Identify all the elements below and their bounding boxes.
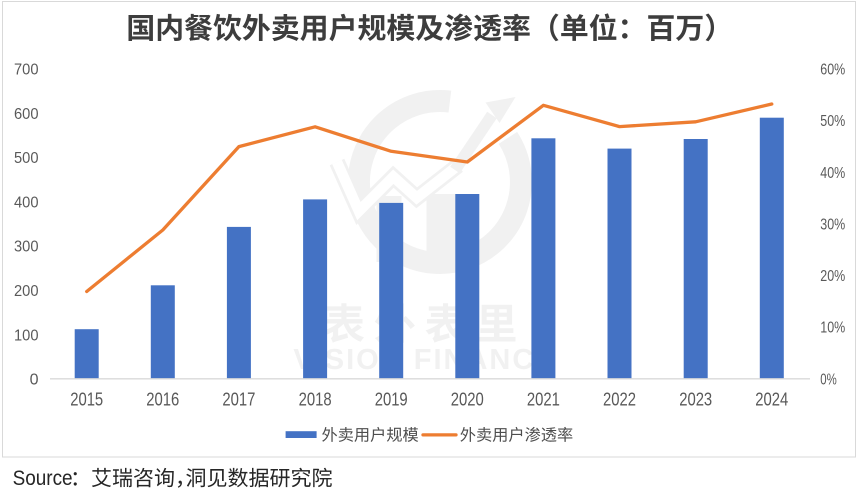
svg-text:500: 500 (14, 150, 39, 167)
svg-text:400: 400 (14, 195, 39, 212)
svg-text:200: 200 (14, 283, 39, 300)
svg-text:40%: 40% (820, 165, 845, 182)
svg-text:2018: 2018 (299, 389, 332, 409)
svg-text:10%: 10% (820, 320, 845, 337)
svg-text:2015: 2015 (70, 389, 103, 409)
svg-text:30%: 30% (820, 216, 845, 233)
svg-text:50%: 50% (820, 113, 845, 130)
svg-text:2019: 2019 (375, 389, 408, 409)
svg-text:2023: 2023 (679, 389, 712, 409)
svg-text:0: 0 (30, 372, 39, 389)
svg-text:2017: 2017 (222, 389, 255, 409)
svg-text:2021: 2021 (527, 389, 560, 409)
svg-text:2022: 2022 (603, 389, 636, 409)
svg-text:600: 600 (14, 106, 39, 123)
svg-text:2024: 2024 (755, 389, 788, 409)
svg-text:2020: 2020 (451, 389, 484, 409)
svg-text:100: 100 (14, 327, 39, 344)
svg-text:0%: 0% (820, 371, 837, 388)
svg-text:Source: Source (13, 466, 73, 490)
svg-text:2016: 2016 (146, 389, 179, 409)
svg-text:700: 700 (14, 62, 39, 79)
svg-text:60%: 60% (820, 62, 845, 79)
svg-text:20%: 20% (820, 268, 845, 285)
svg-text:VISION FINANCE: VISION FINANCE (293, 344, 556, 376)
svg-text:300: 300 (14, 239, 39, 256)
